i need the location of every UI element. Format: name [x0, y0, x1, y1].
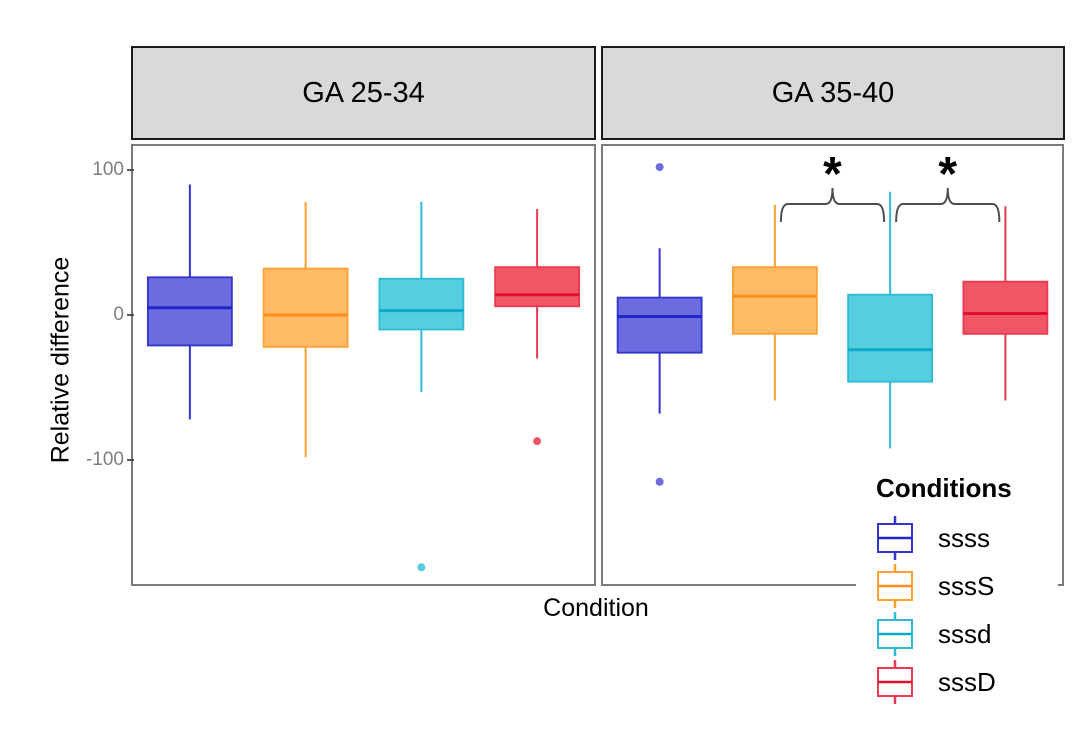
legend-label: sssd	[938, 618, 992, 649]
legend-item-sssd: sssd	[876, 610, 1058, 658]
facet-strip-ga-25-34: GA 25-34	[131, 46, 596, 140]
y-axis-title: Relative difference	[46, 256, 75, 464]
box-GA 35-40-ssss	[616, 296, 703, 354]
y-tick-label-neg100: -100	[85, 449, 124, 470]
box-GA 25-34-sssD	[494, 266, 581, 308]
boxplot-key-icon	[877, 564, 913, 608]
x-axis-title: Condition	[543, 594, 649, 622]
legend-item-sssS: sssS	[876, 562, 1058, 610]
y-tick-label-0: 0	[113, 304, 124, 325]
boxplot-key-icon	[877, 612, 913, 656]
legend-label: sssS	[938, 570, 995, 601]
box-GA 35-40-sssS	[731, 266, 818, 335]
legend-item-ssss: ssss	[876, 514, 1058, 562]
outlier-GA 25-34-sssd-0	[417, 563, 426, 572]
legend-label: sssD	[938, 666, 996, 697]
facet-strip-ga-35-40: GA 35-40	[601, 46, 1065, 140]
significance-bracket-0	[779, 187, 886, 223]
boxplot-key-icon	[877, 516, 913, 560]
panel-0	[131, 144, 596, 586]
significance-star-0: *	[823, 148, 842, 201]
legend-item-sssD: sssD	[876, 658, 1058, 706]
legend: Conditions ssss sssS	[856, 456, 1058, 718]
box-GA 35-40-sssD	[962, 280, 1049, 335]
legend-label: ssss	[938, 522, 990, 553]
box-GA 35-40-sssd	[847, 293, 934, 383]
y-tick-label-100: 100	[92, 159, 124, 180]
box-GA 25-34-ssss	[146, 276, 233, 347]
significance-star-1: *	[938, 148, 957, 201]
box-GA 25-34-sssd	[378, 277, 465, 331]
box-GA 25-34-sssS	[262, 267, 349, 348]
outlier-GA 35-40-ssss-1	[655, 477, 664, 486]
outlier-GA 35-40-ssss-0	[655, 163, 664, 172]
significance-bracket-1	[895, 187, 1001, 223]
legend-title: Conditions	[876, 473, 1012, 503]
outlier-GA 25-34-sssD-0	[533, 437, 542, 446]
boxplot-key-icon	[877, 660, 913, 704]
